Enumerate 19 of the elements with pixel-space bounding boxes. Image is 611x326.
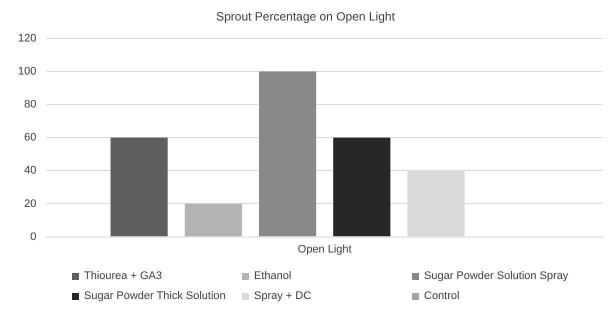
- legend-label: Thiourea + GA3: [84, 270, 162, 282]
- legend-label: Control: [424, 290, 460, 302]
- legend-label: Ethanol: [254, 270, 292, 282]
- legend-label: Sugar Powder Thick Solution: [84, 290, 226, 302]
- bar: [333, 138, 390, 236]
- chart-title: Sprout Percentage on Open Light: [216, 10, 396, 24]
- legend-label: Sugar Powder Solution Spray: [424, 270, 568, 282]
- bar: [258, 71, 316, 236]
- x-tick-label: Open Light: [298, 243, 352, 256]
- bar: [110, 138, 168, 236]
- y-tick-label: 0: [30, 230, 36, 243]
- y-tick-label: 80: [24, 98, 36, 111]
- legend-label: Spray + DC: [254, 290, 312, 302]
- y-tick-label: 100: [18, 66, 36, 78]
- bar: [184, 204, 242, 236]
- y-tick-label: 60: [24, 132, 36, 144]
- y-tick-label: 20: [24, 198, 36, 210]
- y-tick-label: 120: [18, 32, 36, 44]
- y-tick-label: 40: [24, 164, 36, 177]
